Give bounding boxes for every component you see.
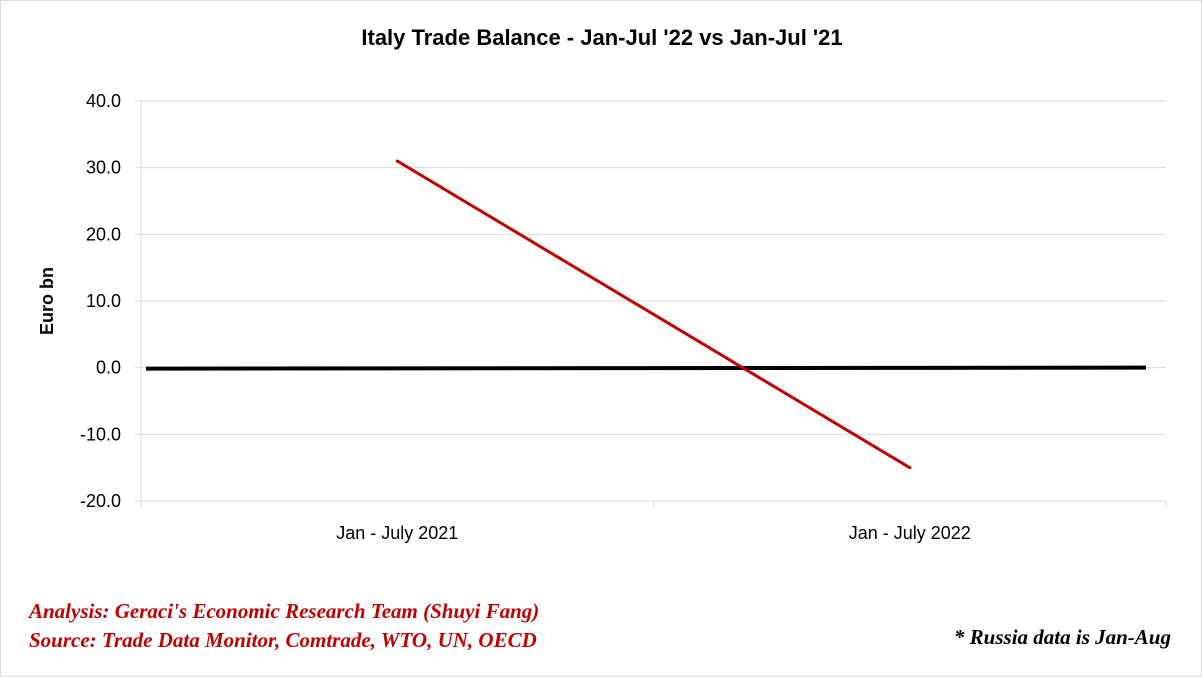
axes bbox=[135, 100, 1167, 507]
data-point bbox=[395, 159, 399, 163]
y-tick-label: 20.0 bbox=[86, 224, 121, 244]
x-tick-labels: Jan - July 2021 Jan - July 2022 bbox=[336, 523, 971, 543]
y-tick-label: 0.0 bbox=[96, 358, 121, 378]
y-tick-label: 40.0 bbox=[86, 91, 121, 111]
data-point bbox=[908, 466, 912, 470]
y-tick-label: -10.0 bbox=[80, 424, 121, 444]
x-tick-label: Jan - July 2021 bbox=[336, 523, 458, 543]
y-tick-label: 10.0 bbox=[86, 291, 121, 311]
y-axis-title: Euro bn bbox=[37, 267, 57, 335]
analysis-credit: Analysis: Geraci's Economic Research Tea… bbox=[29, 599, 540, 623]
chart-title: Italy Trade Balance - Jan-Jul '22 vs Jan… bbox=[361, 25, 842, 50]
gridlines bbox=[141, 100, 1166, 502]
series-lines bbox=[145, 159, 1147, 470]
x-tick-label: Jan - July 2022 bbox=[849, 523, 971, 543]
footnote: * Russia data is Jan-Aug bbox=[953, 625, 1171, 649]
y-tick-label: 30.0 bbox=[86, 158, 121, 178]
y-tick-labels: 40.0 30.0 20.0 10.0 0.0 -10.0 -20.0 bbox=[80, 91, 121, 511]
source-credit: Source: Trade Data Monitor, Comtrade, WT… bbox=[29, 628, 537, 652]
y-tick-label: -20.0 bbox=[80, 491, 121, 511]
zero-line bbox=[145, 365, 1147, 371]
series-line bbox=[396, 159, 911, 469]
